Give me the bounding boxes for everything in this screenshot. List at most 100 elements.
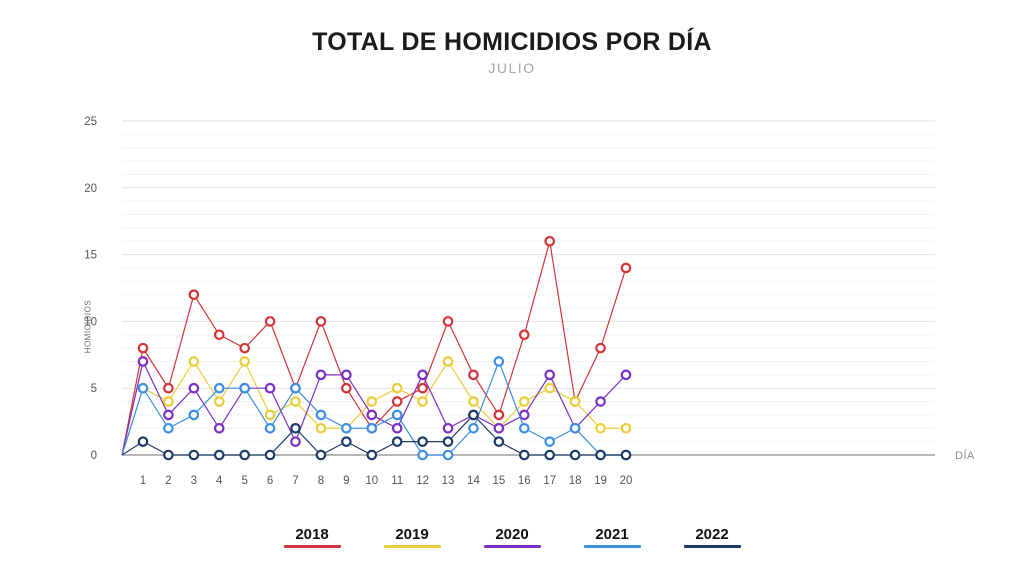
data-point-2020-day-12	[417, 369, 428, 381]
data-point-2021-day-14	[468, 422, 479, 434]
legend-label-2019: 2019	[395, 526, 429, 543]
legend-label-2021: 2021	[595, 526, 629, 543]
data-point-2019-day-11	[391, 382, 403, 394]
legend-color-line-2021	[583, 545, 641, 548]
data-point-2018-day-16	[518, 329, 530, 341]
data-point-2021-day-10	[366, 422, 378, 434]
data-point-2018-day-13	[442, 316, 454, 327]
data-point-2022-day-13	[442, 436, 454, 447]
chart-subtitle: JULIO	[488, 60, 536, 76]
x-tick-label: 16	[518, 475, 531, 487]
data-point-2018-day-14	[468, 369, 479, 381]
data-point-2022-day-5	[239, 449, 250, 461]
data-point-2022-day-7	[290, 422, 301, 434]
data-point-2018-day-15	[493, 409, 505, 421]
x-tick-label: 18	[569, 475, 582, 487]
data-point-2018-day-20	[620, 262, 632, 274]
data-point-2022-day-11	[391, 436, 403, 447]
data-point-2019-day-12	[417, 396, 428, 407]
data-point-2018-day-19	[595, 342, 606, 354]
data-point-2022-day-3	[188, 449, 200, 461]
x-tick-label: 3	[191, 475, 197, 487]
y-tick-label: 5	[91, 383, 97, 395]
data-point-2020-day-13	[442, 422, 454, 434]
data-point-2020-day-7	[290, 436, 301, 447]
data-point-2018-day-2	[163, 382, 174, 394]
legend-color-line-2018	[283, 545, 341, 548]
data-point-2022-day-8	[315, 449, 327, 461]
data-point-2022-day-2	[163, 449, 174, 461]
data-point-2019-day-18	[569, 396, 581, 407]
data-point-2019-day-17	[544, 382, 556, 394]
data-point-2021-day-13	[442, 449, 454, 461]
x-tick-label: 11	[391, 475, 403, 487]
x-tick-label: 14	[467, 475, 480, 487]
x-tick-label: 15	[492, 475, 505, 487]
data-point-2021-day-17	[544, 436, 556, 447]
legend-color-line-2020	[483, 545, 541, 548]
data-point-2020-day-3	[188, 382, 200, 394]
data-point-2021-day-8	[315, 409, 327, 421]
x-tick-label: 4	[216, 475, 223, 487]
data-point-2021-day-12	[417, 449, 428, 461]
series-line-2022	[121, 414, 626, 456]
legend-label-2020: 2020	[495, 526, 529, 543]
data-point-2020-day-9	[341, 369, 352, 381]
gridlines	[122, 120, 935, 456]
data-point-2021-day-3	[188, 409, 200, 421]
data-point-2022-day-18	[569, 449, 581, 461]
data-point-2018-day-1	[137, 342, 149, 354]
legend-item-2021: 2021	[583, 526, 641, 548]
data-point-2021-day-9	[341, 422, 352, 434]
x-tick-label: 17	[543, 475, 556, 487]
data-point-2021-day-2	[163, 422, 174, 434]
data-point-2018-day-11	[391, 396, 403, 407]
legend-label-2018: 2018	[295, 526, 329, 543]
data-point-2021-day-11	[391, 409, 403, 421]
data-point-2020-day-19	[595, 396, 606, 407]
data-point-2022-day-10	[366, 449, 378, 461]
data-point-2018-day-9	[341, 382, 352, 394]
legend-color-line-2022	[683, 545, 741, 548]
data-point-2018-day-17	[544, 235, 556, 247]
data-point-2022-day-9	[341, 436, 352, 447]
data-point-2019-day-20	[620, 422, 632, 434]
legend-item-2020: 2020	[483, 526, 541, 548]
legend-item-2019: 2019	[383, 526, 441, 548]
data-point-2019-day-16	[518, 396, 530, 407]
x-tick-label: 2	[165, 475, 171, 487]
data-point-2020-day-16	[518, 409, 530, 421]
data-point-2020-day-1	[137, 356, 149, 367]
data-point-2019-day-13	[442, 356, 454, 367]
series-2022	[121, 409, 632, 461]
data-point-2020-day-6	[264, 382, 276, 394]
data-point-2020-day-8	[315, 369, 327, 381]
data-point-2021-day-6	[264, 422, 276, 434]
x-tick-label: 10	[365, 475, 378, 487]
data-point-2022-day-17	[544, 449, 556, 461]
x-tick-label: 20	[620, 475, 633, 487]
data-point-2022-day-1	[137, 436, 149, 447]
data-point-2021-day-4	[213, 382, 225, 394]
data-point-2019-day-10	[366, 396, 378, 407]
data-point-2020-day-20	[620, 369, 632, 381]
data-point-2019-day-3	[188, 356, 200, 367]
data-point-2019-day-6	[264, 409, 276, 421]
data-point-2018-day-6	[264, 316, 276, 327]
data-point-2019-day-7	[290, 396, 301, 407]
x-tick-label: 6	[267, 475, 273, 487]
legend-color-line-2019	[383, 545, 441, 548]
data-point-2022-day-4	[213, 449, 225, 461]
data-point-2018-day-8	[315, 316, 327, 327]
x-tick-label: 5	[241, 475, 247, 487]
data-point-2022-day-20	[620, 449, 632, 461]
data-point-2019-day-2	[163, 396, 174, 407]
data-point-2019-day-19	[595, 422, 606, 434]
y-tick-label: 25	[84, 116, 97, 128]
data-point-2021-day-7	[290, 382, 301, 394]
y-tick-label: 15	[84, 250, 97, 262]
y-tick-label: 0	[91, 450, 97, 462]
data-point-2019-day-14	[468, 396, 479, 407]
